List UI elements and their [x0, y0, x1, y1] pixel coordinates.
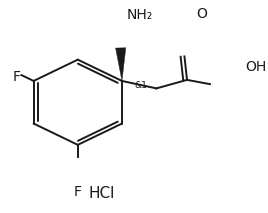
- Text: &1: &1: [134, 81, 147, 90]
- Text: F: F: [13, 70, 21, 84]
- Text: HCl: HCl: [89, 186, 115, 201]
- Text: OH: OH: [245, 60, 266, 74]
- Text: O: O: [196, 7, 207, 21]
- Text: F: F: [74, 185, 82, 199]
- Polygon shape: [116, 48, 126, 81]
- Text: NH₂: NH₂: [126, 8, 152, 22]
